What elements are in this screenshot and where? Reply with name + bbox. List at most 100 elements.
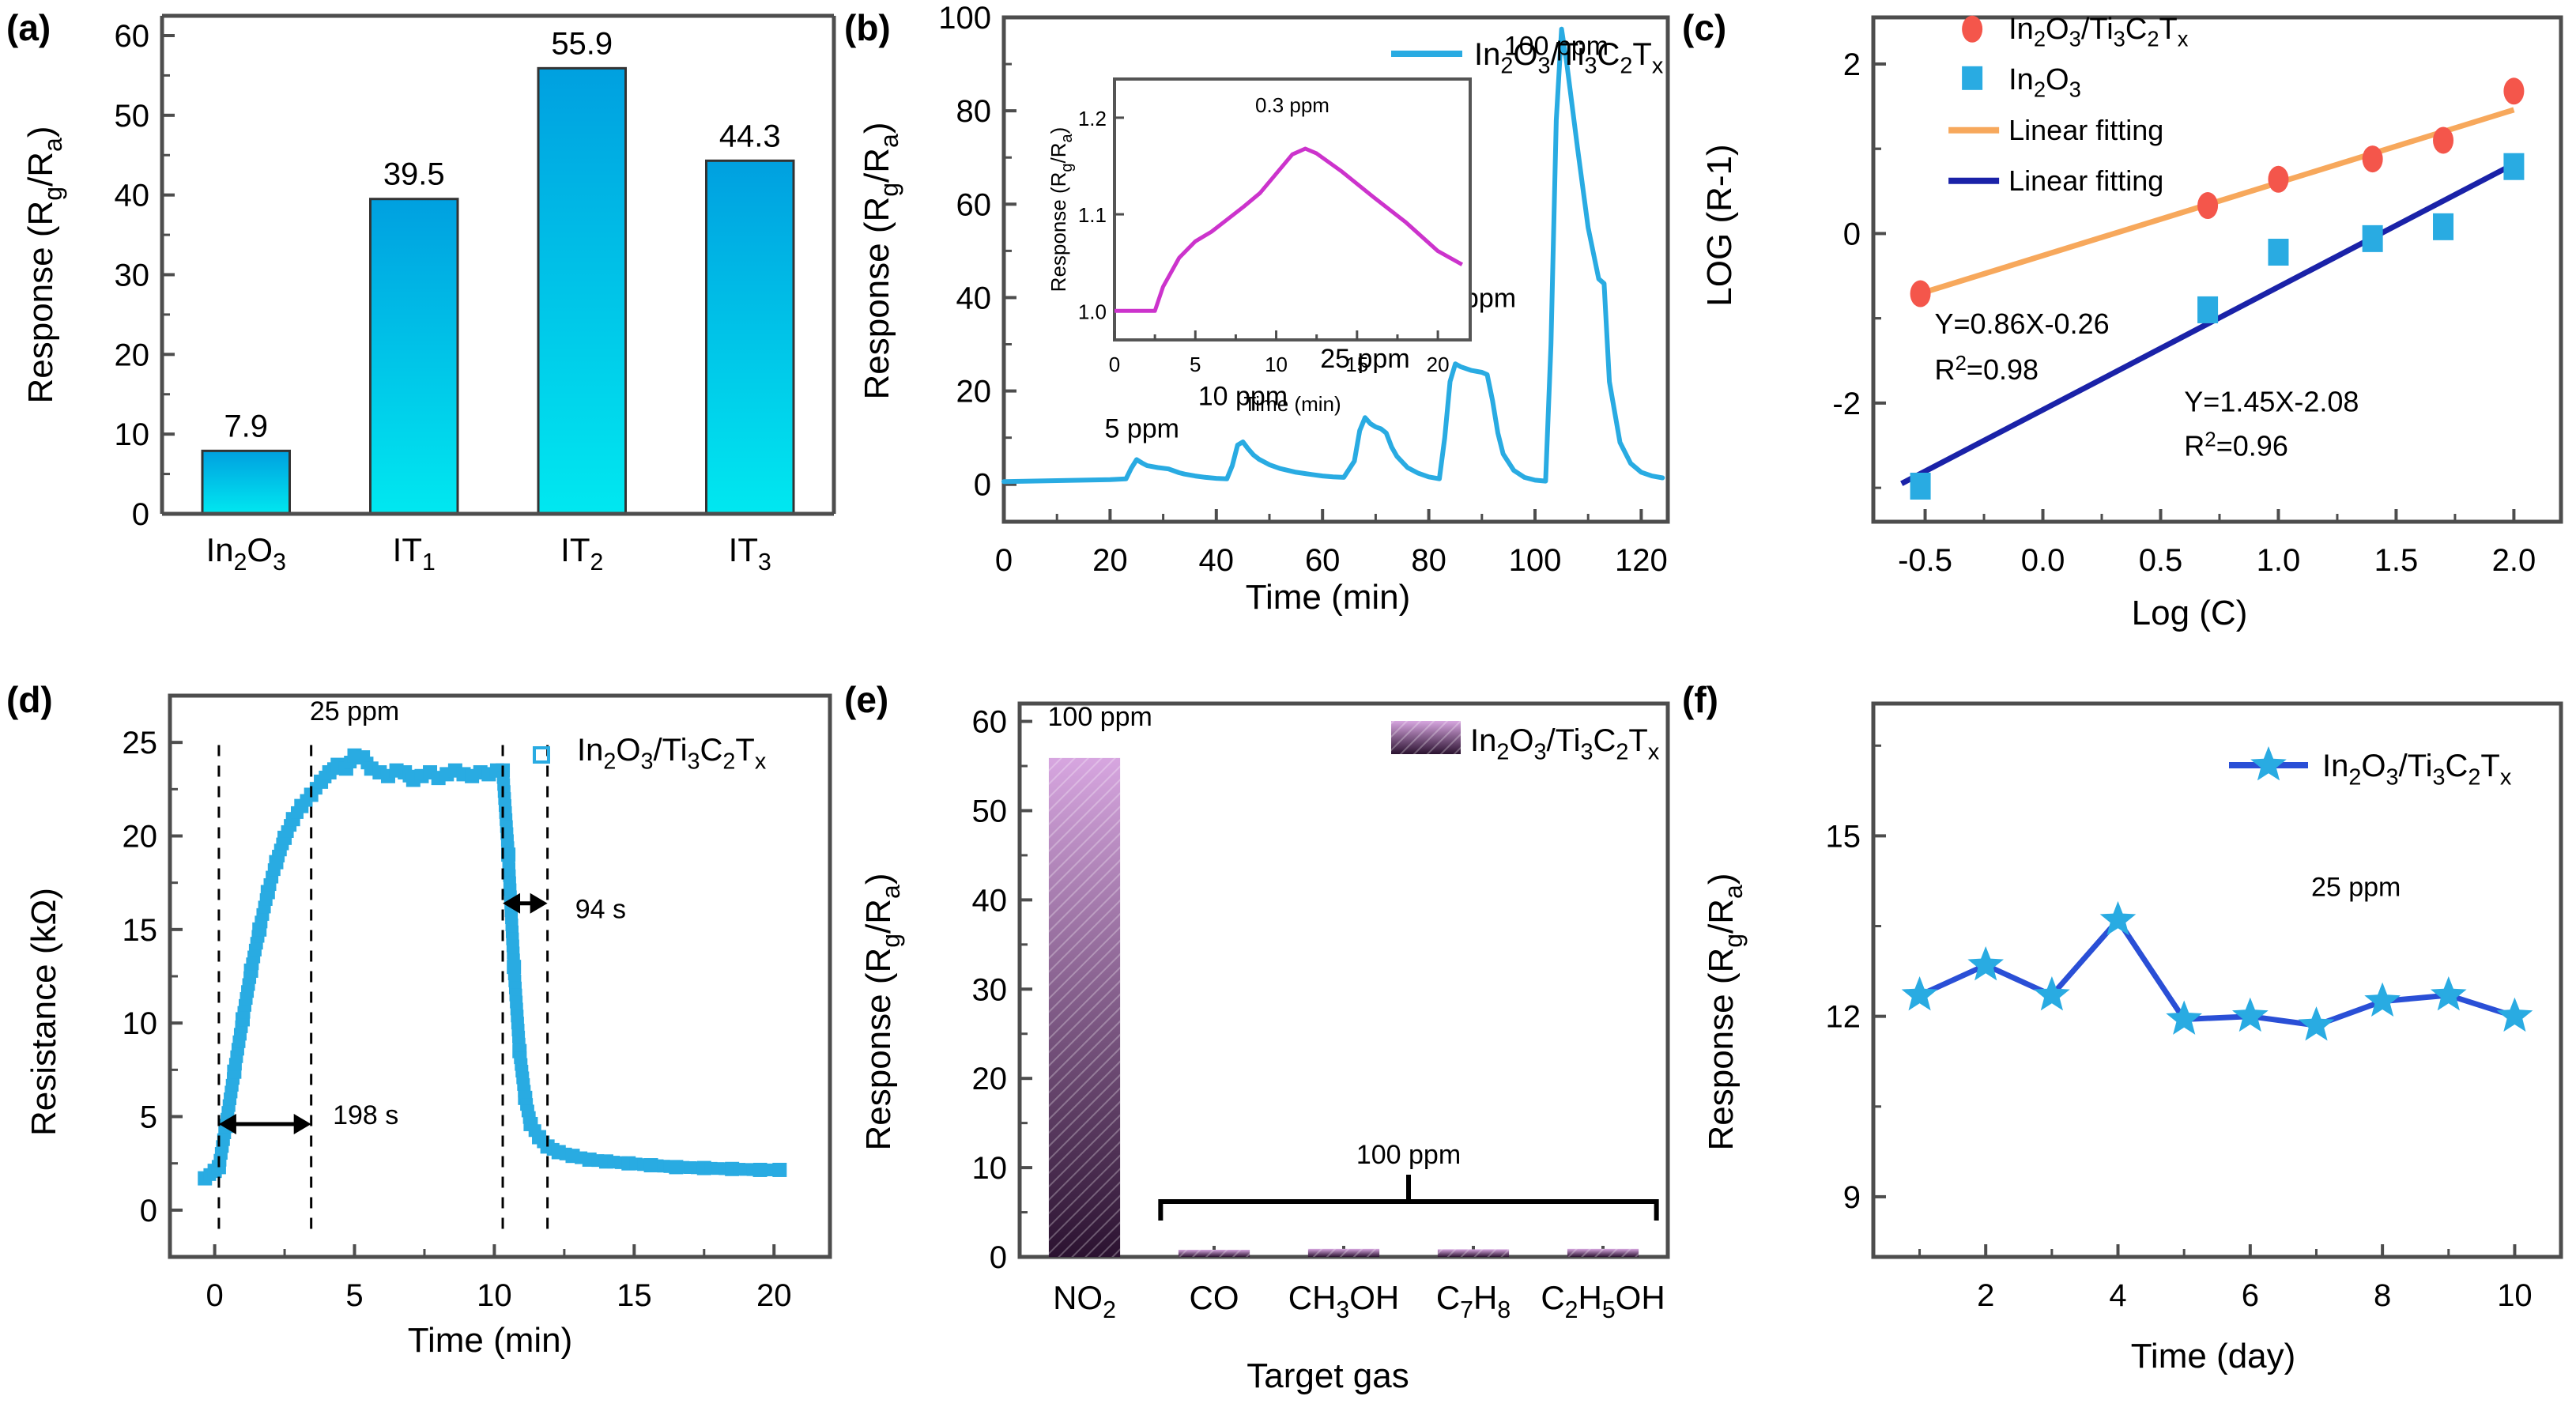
data-point bbox=[2503, 77, 2525, 105]
legend-label: In2O3/Ti3C2Tx bbox=[1474, 37, 1664, 78]
svg-text:5: 5 bbox=[1190, 353, 1201, 376]
panel-d-ylabel: Resistance (kΩ) bbox=[25, 888, 63, 1136]
svg-text:In2O3/Ti3C2Tx: In2O3/Ti3C2Tx bbox=[2008, 13, 2189, 51]
panel-d-label: (d) bbox=[6, 679, 53, 720]
bar-In2O3 bbox=[201, 449, 291, 515]
concentration-annotation: 100 ppm bbox=[1356, 1140, 1461, 1170]
fit-equation: R2=0.98 bbox=[1934, 351, 2039, 386]
concentration-annotation: 25 ppm bbox=[2311, 872, 2401, 902]
svg-text:Response (Rg/Ra): Response (Rg/Ra) bbox=[1047, 127, 1076, 292]
svg-text:12: 12 bbox=[1826, 1000, 1861, 1035]
panel-c-chart: -0.5 0.0 0.5 1.0 1.5 2.0 -2 0 2 Y=0.86X-0.26 R2=0… bbox=[1700, 13, 2563, 632]
inset-annotation: 0.3 ppm bbox=[1255, 93, 1329, 117]
panel-b: (b) 0 20 40 60 80 100 120 0 20 40 60 80 100 5 ppm 10 … bbox=[838, 0, 1676, 672]
svg-text:0: 0 bbox=[132, 497, 149, 532]
svg-text:8: 8 bbox=[2374, 1278, 2391, 1313]
time-annotation: 94 s bbox=[575, 895, 626, 925]
svg-text:100: 100 bbox=[1509, 543, 1562, 578]
concentration-annotation: 5 ppm bbox=[1104, 414, 1179, 444]
svg-text:20: 20 bbox=[1092, 543, 1128, 578]
svg-text:In2O3: In2O3 bbox=[2008, 63, 2081, 102]
panel-c-label: (c) bbox=[1682, 7, 1727, 48]
svg-text:15: 15 bbox=[1345, 353, 1368, 376]
data-point bbox=[2099, 900, 2137, 936]
fit-equation: Y=1.45X-2.08 bbox=[2184, 386, 2359, 418]
svg-text:15: 15 bbox=[1826, 819, 1861, 854]
panel-e-chart: 0 10 20 30 40 50 60 NO2 CO CH3OH C7H8 C2H5OH 100 p… bbox=[859, 701, 1670, 1395]
linear-fit-line bbox=[1900, 161, 2516, 486]
x-tick-label: CO bbox=[1190, 1279, 1239, 1316]
panel-e-label: (e) bbox=[844, 679, 889, 720]
data-point bbox=[1901, 976, 1938, 1011]
svg-text:1.2: 1.2 bbox=[1078, 107, 1107, 130]
svg-text:15: 15 bbox=[617, 1278, 652, 1313]
bar-IT1 bbox=[369, 198, 459, 515]
svg-text:0.5: 0.5 bbox=[2139, 543, 2183, 578]
bar-IT2 bbox=[537, 66, 627, 515]
concentration-annotation: 100 ppm bbox=[1048, 702, 1152, 732]
fit-equation: R2=0.96 bbox=[2184, 427, 2288, 462]
bar-IT3 bbox=[705, 159, 795, 515]
panel-d: (d) 0 5 10 15 20 0 5 10 15 20 25 25 ppm 198 s 94 s I… bbox=[0, 672, 838, 1415]
data-point bbox=[2197, 296, 2219, 323]
svg-text:40: 40 bbox=[956, 281, 992, 315]
data-point bbox=[2503, 153, 2525, 180]
svg-text:60: 60 bbox=[1305, 543, 1341, 578]
data-point bbox=[1910, 280, 1931, 308]
svg-text:50: 50 bbox=[115, 99, 150, 134]
data-point bbox=[2268, 165, 2289, 193]
data-point bbox=[2268, 239, 2289, 266]
panel-f: (f) 2 4 6 8 10 9 12 15 25 ppm In2O3/Ti3C2Tx Res… bbox=[1676, 672, 2576, 1415]
response-curve bbox=[1001, 26, 1665, 485]
svg-text:0: 0 bbox=[1109, 353, 1120, 376]
svg-text:20: 20 bbox=[115, 338, 150, 372]
stability-line bbox=[1918, 915, 2516, 1028]
svg-text:40: 40 bbox=[115, 179, 150, 213]
data-point bbox=[2197, 192, 2219, 220]
panel-c-xlabel: Log (C) bbox=[2132, 594, 2248, 632]
svg-text:1.0: 1.0 bbox=[1078, 300, 1107, 323]
svg-text:20: 20 bbox=[1427, 353, 1450, 376]
bar-value-label: 39.5 bbox=[383, 157, 445, 192]
x-tick-label: NO2 bbox=[1053, 1279, 1116, 1323]
svg-text:10: 10 bbox=[972, 1151, 1008, 1186]
svg-text:50: 50 bbox=[972, 794, 1008, 828]
svg-text:2: 2 bbox=[1977, 1278, 1994, 1313]
svg-text:5: 5 bbox=[140, 1100, 157, 1135]
panel-f-chart: 2 4 6 8 10 9 12 15 25 ppm In2O3/Ti3C2Tx Respons… bbox=[1702, 701, 2563, 1375]
svg-text:10: 10 bbox=[1265, 353, 1288, 376]
svg-text:15: 15 bbox=[123, 913, 158, 948]
panel-b-ylabel: Response (Rg/Ra) bbox=[858, 122, 903, 399]
panel-e-xlabel: Target gas bbox=[1247, 1357, 1409, 1395]
svg-text:-2: -2 bbox=[1832, 387, 1861, 421]
svg-text:20: 20 bbox=[972, 1062, 1008, 1096]
svg-text:2: 2 bbox=[1843, 47, 1861, 82]
svg-text:120: 120 bbox=[1615, 543, 1668, 578]
panel-a: (a) 0 10 20 30 40 50 60 7.9 39.5 55.9 44.3 In2O3 I… bbox=[0, 0, 838, 672]
bar-value-label: 7.9 bbox=[224, 409, 268, 443]
panel-a-chart: 0 10 20 30 40 50 60 7.9 39.5 55.9 44.3 In2O3 IT1 IT… bbox=[21, 13, 836, 575]
x-tick-label: IT1 bbox=[393, 531, 436, 575]
concentration-annotation: 100 ppm bbox=[1504, 31, 1609, 61]
svg-text:10: 10 bbox=[477, 1278, 512, 1313]
fit-equation: Y=0.86X-0.26 bbox=[1934, 308, 2109, 340]
data-point bbox=[2433, 126, 2454, 154]
legend-label: In2O3/Ti3C2Tx bbox=[1470, 723, 1660, 764]
data-point bbox=[2364, 982, 2401, 1017]
svg-text:40: 40 bbox=[1199, 543, 1235, 578]
data-point bbox=[2298, 1006, 2335, 1041]
panel-c-ylabel: LOG (R-1) bbox=[1700, 144, 1739, 306]
time-annotation: 25 ppm bbox=[310, 696, 399, 726]
svg-text:10: 10 bbox=[123, 1006, 158, 1041]
svg-text:Time (min): Time (min) bbox=[1243, 392, 1341, 416]
data-point bbox=[2431, 976, 2467, 1011]
panel-e: (e) 0 10 20 30 40 50 60 NO2 CO CH3OH C7H8 C2H5OH 1… bbox=[838, 672, 1676, 1415]
svg-text:5: 5 bbox=[345, 1278, 363, 1313]
svg-text:-0.5: -0.5 bbox=[1898, 543, 1952, 578]
svg-text:60: 60 bbox=[972, 705, 1008, 740]
x-tick-label: CH3OH bbox=[1288, 1279, 1400, 1323]
data-point bbox=[2362, 145, 2383, 173]
panel-d-chart: 0 5 10 15 20 0 5 10 15 20 25 25 ppm 198 s 94 s In2O3… bbox=[25, 693, 832, 1360]
svg-text:4: 4 bbox=[2109, 1278, 2126, 1313]
